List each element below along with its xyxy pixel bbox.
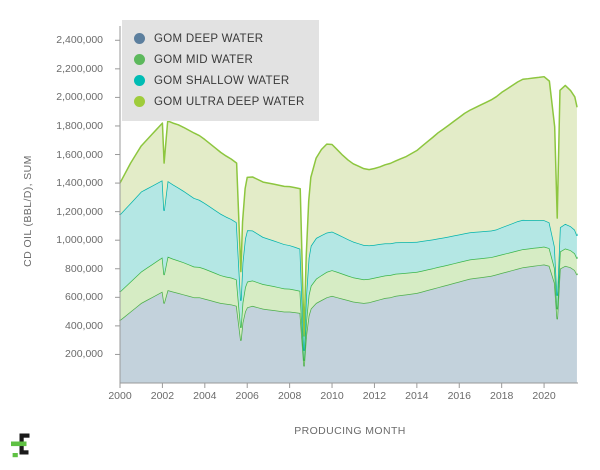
y-tick-label: 1,400,000 (56, 177, 103, 190)
legend-item-1[interactable]: GOM MID WATER (134, 49, 305, 70)
chart-legend: GOM DEEP WATER GOM MID WATER GOM SHALLOW W… (122, 20, 319, 121)
x-tick-label: 2014 (405, 390, 429, 402)
x-tick-label: 2020 (532, 390, 556, 402)
x-tick-label: 2002 (150, 390, 175, 402)
x-tick-label: 2006 (235, 390, 259, 402)
x-tick-label: 2016 (447, 390, 471, 402)
y-tick-label: 600,000 (65, 291, 103, 304)
x-tick-label: 2008 (277, 390, 302, 402)
y-tick-label: 1,200,000 (56, 205, 103, 218)
x-tick-label: 2012 (362, 390, 387, 402)
y-axis-tick-labels: 200,000 400,000 600,000 800,000 1,000,000 1,2… (0, 0, 103, 470)
area-band-2 (120, 180, 577, 361)
y-tick-label: 2,200,000 (56, 62, 103, 75)
y-tick-label: 2,000,000 (56, 91, 103, 104)
legend-item-0[interactable]: GOM DEEP WATER (134, 28, 305, 49)
x-tick-label: 2004 (193, 390, 217, 402)
legend-item-label: GOM ULTRA DEEP WATER (154, 95, 305, 108)
legend-item-2[interactable]: GOM SHALLOW WATER (134, 70, 305, 91)
x-axis-title: PRODUCING MONTH (294, 425, 406, 437)
y-tick-label: 1,600,000 (56, 148, 103, 161)
legend-swatch-icon (134, 75, 145, 86)
legend-item-3[interactable]: GOM ULTRA DEEP WATER (134, 91, 305, 112)
legend-item-label: GOM DEEP WATER (154, 32, 264, 45)
y-tick-label: 1,000,000 (56, 234, 103, 247)
legend-swatch-icon (134, 96, 145, 107)
legend-swatch-icon (134, 33, 145, 44)
x-tick-label: 2010 (320, 390, 344, 402)
area-band-3 (120, 76, 577, 351)
area-band-1 (120, 246, 577, 366)
x-tick-label: 2018 (489, 390, 514, 402)
legend-item-label: GOM MID WATER (154, 53, 254, 66)
x-tick-label: 2000 (108, 390, 132, 402)
y-tick-label: 200,000 (65, 348, 103, 361)
y-tick-label: 400,000 (65, 319, 103, 332)
y-tick-label: 2,400,000 (56, 34, 103, 47)
series-line-3 (119, 75, 578, 337)
enverus-logo (11, 433, 30, 458)
y-tick-label: 1,800,000 (56, 119, 103, 132)
legend-swatch-icon (134, 54, 145, 65)
area-band-0 (120, 264, 577, 383)
y-tick-label: 800,000 (65, 262, 103, 275)
y-axis-title: CD OIL (BBL/D), SUM (22, 155, 34, 267)
legend-item-label: GOM SHALLOW WATER (154, 74, 290, 87)
